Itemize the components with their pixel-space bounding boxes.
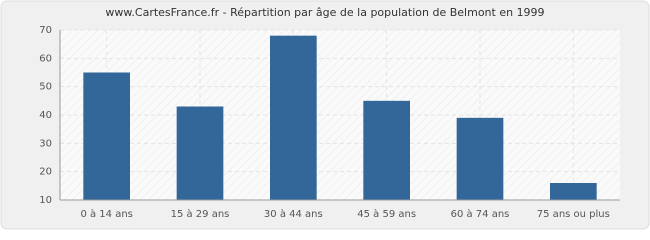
y-tick-label: 10: [39, 195, 52, 206]
y-tick-label: 20: [39, 167, 52, 178]
x-tick-label: 60 à 74 ans: [451, 208, 510, 220]
bar: [550, 183, 597, 200]
y-tick-label: 30: [39, 138, 52, 149]
bar: [176, 106, 224, 200]
y-tick-label: 50: [39, 82, 52, 93]
y-tick-label: 40: [39, 110, 52, 121]
bar: [270, 35, 317, 200]
bar: [456, 117, 504, 200]
bar: [83, 72, 130, 200]
y-tick-label: 60: [39, 53, 52, 64]
x-tick-label: 0 à 14 ans: [80, 208, 132, 220]
bar: [363, 100, 410, 200]
y-tick-label: 70: [39, 25, 52, 36]
x-tick-label: 75 ans ou plus: [537, 209, 610, 220]
chart-title: www.CartesFrance.fr - Répartition par âg…: [105, 6, 544, 19]
x-tick-label: 30 à 44 ans: [264, 208, 323, 220]
page: {"chart_data": {"type": "bar", "title": …: [0, 0, 650, 230]
x-tick-label: 45 à 59 ans: [357, 208, 416, 220]
chart: www.CartesFrance.fr - Répartition par âg…: [0, 0, 650, 230]
x-tick-label: 15 à 29 ans: [171, 208, 230, 220]
